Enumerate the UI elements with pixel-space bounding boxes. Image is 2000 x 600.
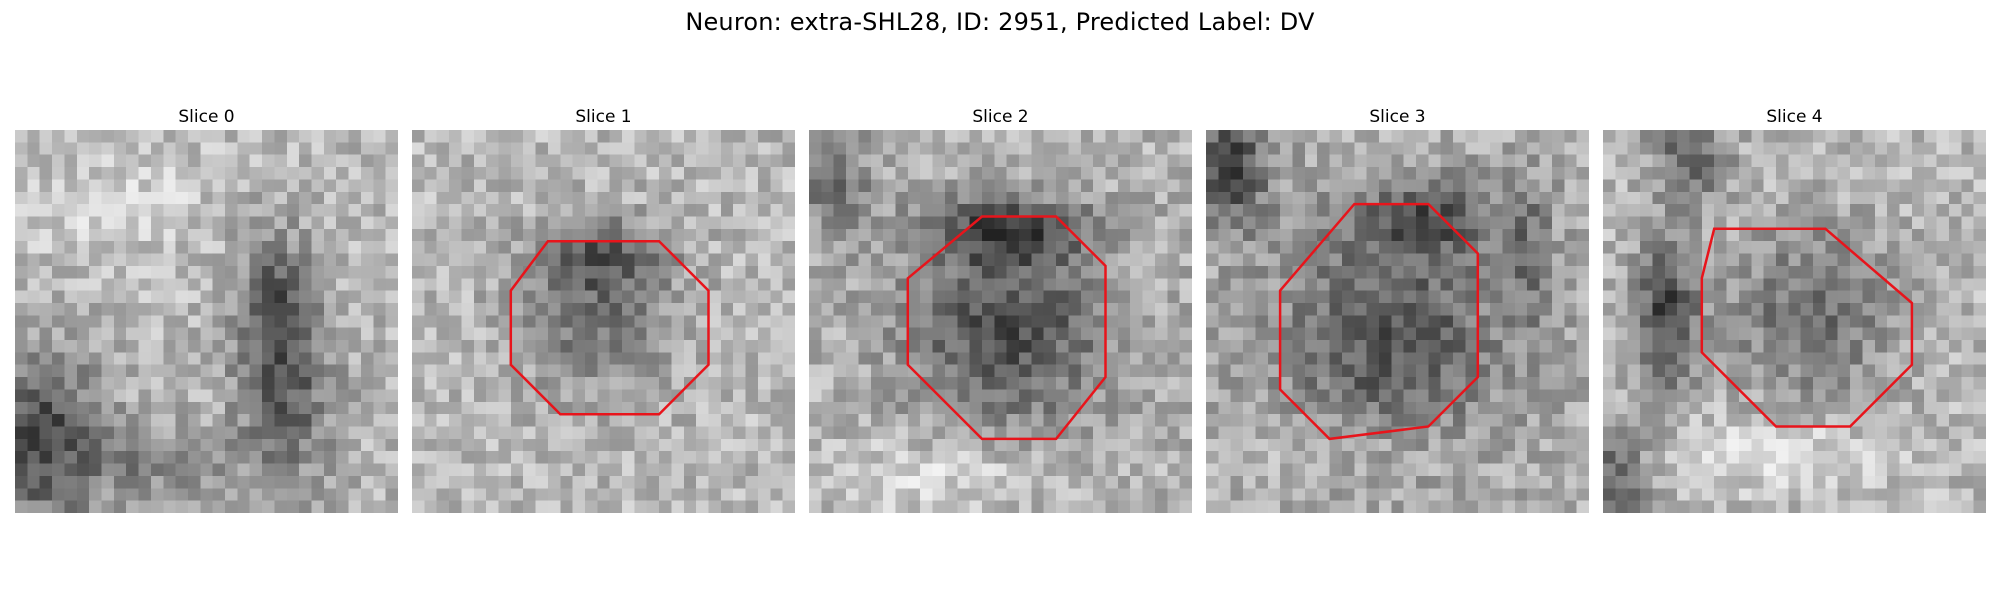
slice-panel-0: Slice 0 xyxy=(15,104,398,513)
roi-outline xyxy=(906,215,1107,441)
roi-outline xyxy=(1278,202,1480,441)
slice-image-2 xyxy=(809,130,1192,513)
figure-title: Neuron: extra-SHL28, ID: 2951, Predicted… xyxy=(685,8,1315,36)
slice-image-0 xyxy=(15,130,398,513)
slice-panel-3: Slice 3 xyxy=(1206,104,1589,513)
slice-title: Slice 4 xyxy=(1766,107,1823,127)
slice-title: Slice 1 xyxy=(575,107,632,127)
roi-outline xyxy=(509,239,710,416)
slice-panel-4: Slice 4 xyxy=(1603,104,1986,513)
roi-outline xyxy=(1700,227,1914,428)
slice-panel-1: Slice 1 xyxy=(412,104,795,513)
slice-title: Slice 3 xyxy=(1369,107,1426,127)
slice-title: Slice 0 xyxy=(178,107,235,127)
slice-image-3 xyxy=(1206,130,1589,513)
slice-title: Slice 2 xyxy=(972,107,1029,127)
slice-image-4 xyxy=(1603,130,1986,513)
slice-panel-2: Slice 2 xyxy=(809,104,1192,513)
slice-image-1 xyxy=(412,130,795,513)
